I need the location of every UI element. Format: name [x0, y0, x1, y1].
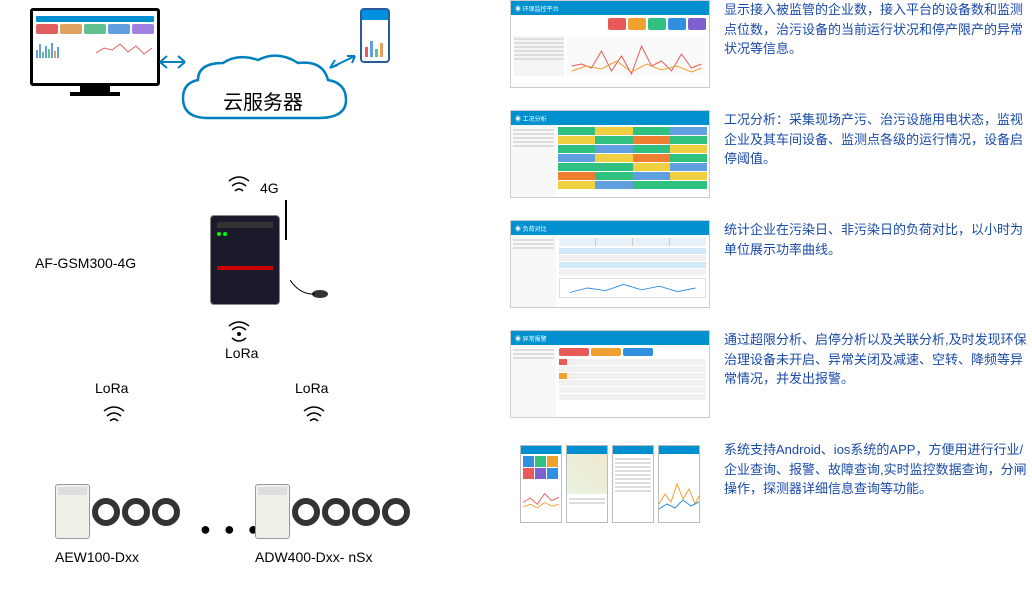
label-4g: 4G: [260, 180, 279, 196]
wifi-4g-icon: [225, 175, 253, 200]
monitor-sparkline: [96, 38, 154, 58]
screenshot-mobile-group: [510, 440, 710, 528]
desktop-monitor: [30, 8, 160, 98]
screenshot-gantt: ◉ 工况分析: [510, 110, 710, 198]
feature-text-5: 系统支持Android、ios系统的APP，方便用进行行业/企业查询、报警、故障…: [724, 440, 1030, 499]
lora-left-label: LoRa: [95, 380, 128, 396]
screenshot-table: ◉ 负荷对比: [510, 220, 710, 308]
device-left-label: AEW100-Dxx: [55, 549, 185, 565]
gateway-device: [210, 215, 280, 305]
feature-row-table: ◉ 负荷对比: [510, 220, 1030, 308]
feature-text-2: 工况分析：采集现场产污、治污设施用电状态，监视企业及其车间设备、监测点各级的运行…: [724, 110, 1030, 169]
gateway-model-label: AF-GSM300-4G: [35, 255, 136, 271]
features-list: ◉ 环保监控平台: [510, 0, 1030, 605]
feature-text-1: 显示接入被监管的企业数，接入平台的设备数和监测点位数，治污设备的当前运行状况和停…: [724, 0, 1030, 59]
cloud-server: 云服务器: [168, 48, 358, 138]
lora-left-icon: [100, 405, 128, 430]
device-aew100: AEW100-Dxx: [55, 484, 185, 565]
feature-row-gantt: ◉ 工况分析 工况分析：采集现场产污、治污设施用电状态，监视企业及其车间设备、监…: [510, 110, 1030, 198]
screenshot-dashboard: ◉ 环保监控平台: [510, 0, 710, 88]
mobile-shot-2: [566, 445, 608, 523]
mobile-shot-3: [612, 445, 654, 523]
screenshot-alarm: ◉ 异常报警: [510, 330, 710, 418]
device-right-label: ADW400-Dxx- nSx: [255, 549, 415, 565]
lora-mid-label: LoRa: [225, 345, 258, 361]
feature-row-dashboard: ◉ 环保监控平台: [510, 0, 1030, 88]
monitor-dashboard-tabs: [36, 24, 154, 34]
antenna-base: [290, 280, 330, 305]
device-adw400: ADW400-Dxx- nSx: [255, 484, 415, 565]
cloud-label: 云服务器: [168, 86, 358, 115]
feature-row-mobile: 系统支持Android、ios系统的APP，方便用进行行业/企业查询、报警、故障…: [510, 440, 1030, 528]
architecture-diagram: 云服务器 4G AF-GSM300-4G: [0, 0, 490, 605]
ellipsis-dots: ● ● ●: [200, 519, 263, 540]
lora-right-icon: [300, 405, 328, 430]
lora-right-label: LoRa: [295, 380, 328, 396]
feature-row-alarm: ◉ 异常报警: [510, 330, 1030, 418]
lora-mid-icon: [225, 320, 253, 347]
feature-text-3: 统计企业在污染日、非污染日的负荷对比，以小时为单位展示功率曲线。: [724, 220, 1030, 259]
mobile-shot-4: [658, 445, 700, 523]
feature-text-4: 通过超限分析、启停分析以及关联分析,及时发现环保治理设备未开启、异常关闭及减速、…: [724, 330, 1030, 389]
gateway-antenna: [285, 200, 287, 240]
mobile-shot-1: [520, 445, 562, 523]
